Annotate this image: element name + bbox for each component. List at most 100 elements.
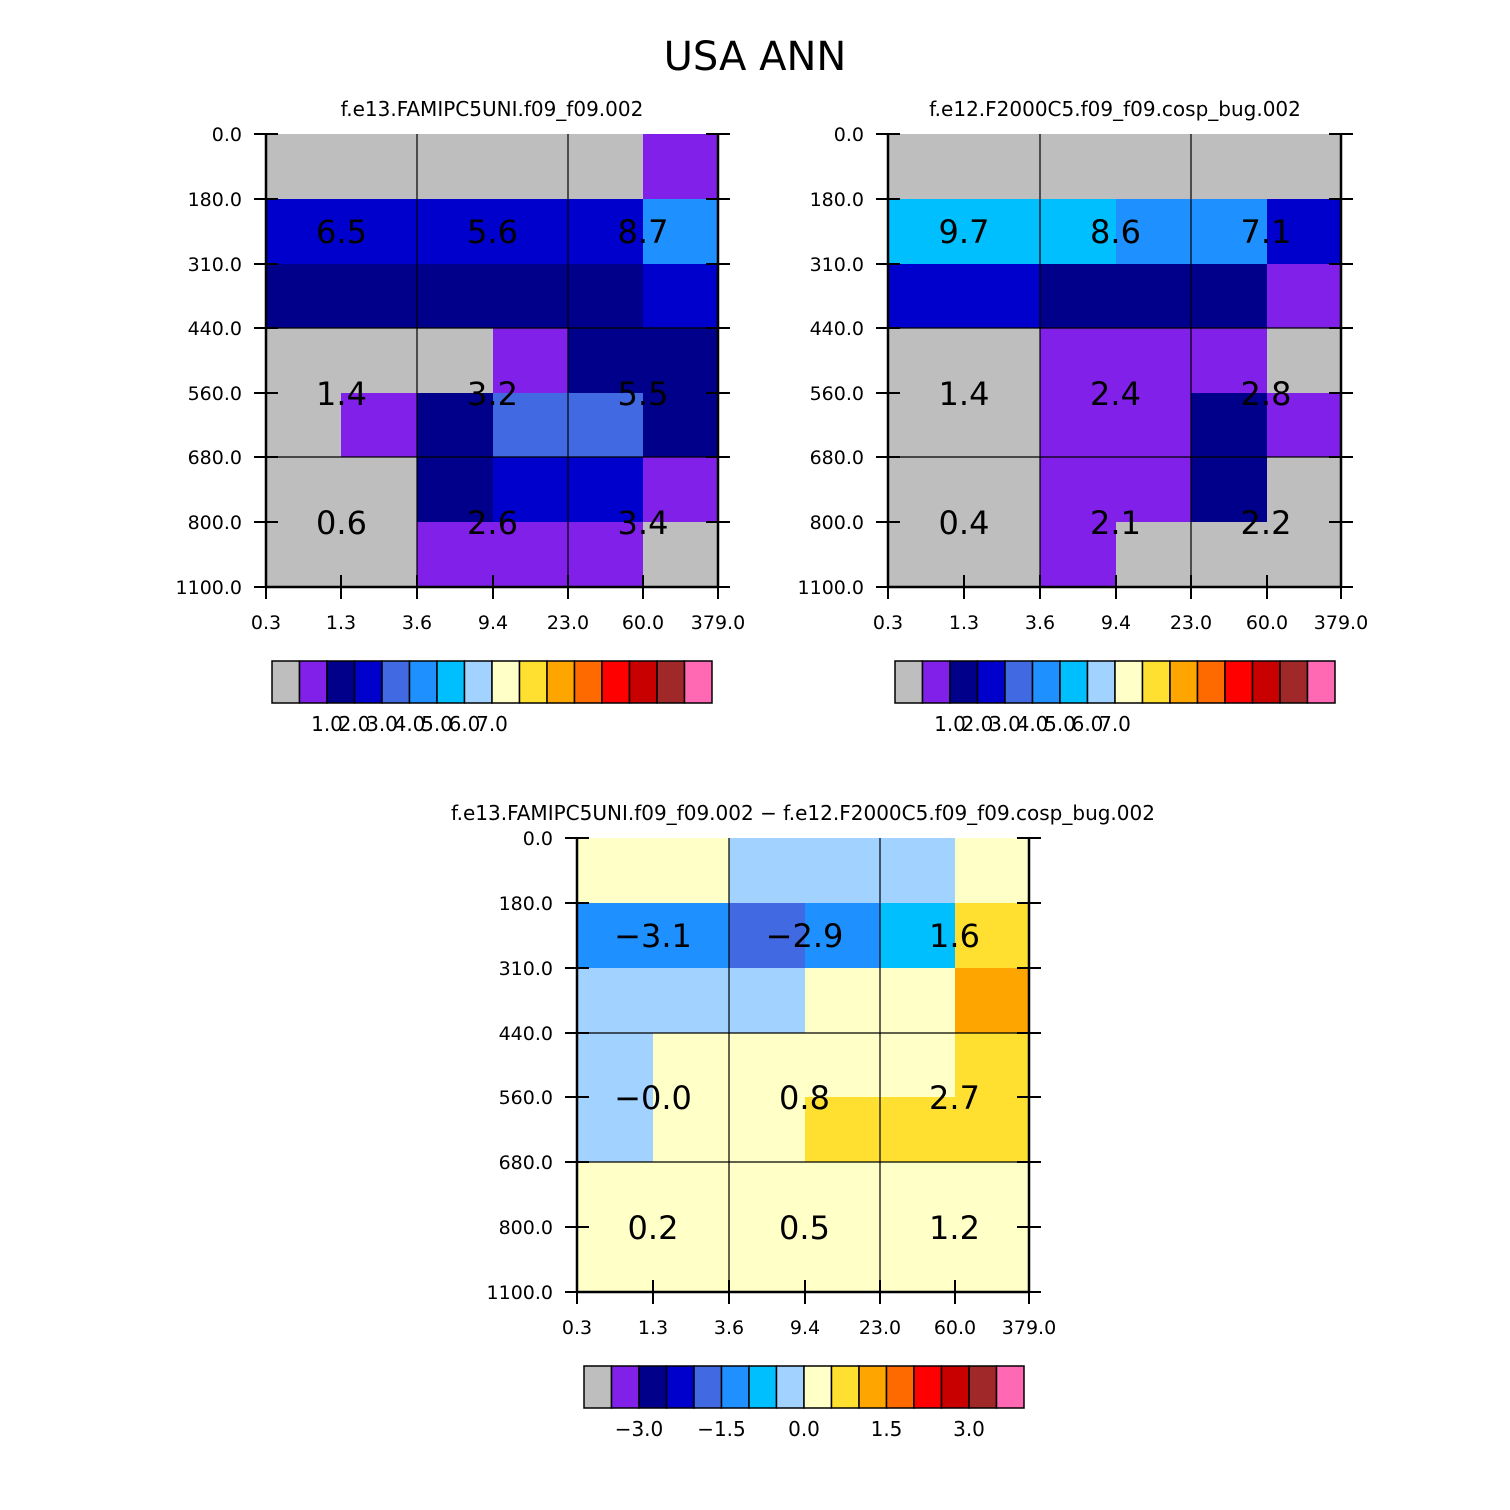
heatmap-cell bbox=[955, 903, 1030, 969]
heatmap-cell bbox=[955, 1162, 1030, 1228]
y-tick-label: 310.0 bbox=[188, 254, 242, 276]
heatmap-cell bbox=[1191, 264, 1268, 329]
x-tick-label: 1.3 bbox=[949, 612, 979, 634]
heatmap-cell bbox=[729, 1097, 806, 1163]
heatmap-cell bbox=[266, 199, 342, 265]
heatmap-cell bbox=[1116, 522, 1192, 588]
y-tick-label: 0.0 bbox=[834, 124, 864, 146]
heatmap-cell bbox=[729, 1033, 806, 1098]
legend-swatch bbox=[940, 1365, 970, 1409]
panel-title: f.e12.F2000C5.f09_f09.cosp_bug.002 bbox=[929, 97, 1301, 121]
heatmap-cell bbox=[1191, 457, 1268, 523]
legend-label: 7.0 bbox=[1099, 712, 1131, 736]
heatmap-cell bbox=[955, 1033, 1030, 1098]
heatmap-cell bbox=[266, 264, 342, 329]
heatmap-cell bbox=[1267, 393, 1342, 458]
heatmap-cell bbox=[1267, 199, 1342, 265]
x-tick-label: 1.3 bbox=[326, 612, 356, 634]
box-value-label: −3.1 bbox=[614, 917, 692, 955]
heatmap-cell bbox=[1267, 134, 1342, 200]
legend-swatch bbox=[1224, 660, 1254, 704]
legend-label: 7.0 bbox=[476, 712, 508, 736]
heatmap-cell bbox=[805, 903, 881, 969]
heatmap-cell bbox=[880, 1162, 956, 1228]
heatmap-panel-obs: f.e12.F2000C5.f09_f09.cosp_bug.002 0.0 180… bbox=[798, 97, 1369, 736]
legend-label: 2.0 bbox=[339, 712, 371, 736]
heatmap-cell bbox=[568, 264, 644, 329]
legend-label: 2.0 bbox=[962, 712, 994, 736]
heatmap-cell bbox=[1040, 134, 1117, 200]
legend-swatch bbox=[353, 660, 383, 704]
legend-swatch bbox=[573, 660, 603, 704]
panel-title: f.e13.FAMIPC5UNI.f09_f09.002 bbox=[341, 97, 644, 121]
heatmap-cell bbox=[266, 522, 342, 588]
legend-swatch bbox=[381, 660, 411, 704]
heatmap-cell bbox=[417, 522, 494, 588]
heatmap-cell bbox=[729, 968, 806, 1034]
heatmap-cell bbox=[266, 328, 342, 394]
heatmap-cell bbox=[1116, 264, 1192, 329]
heatmap-cell bbox=[653, 968, 730, 1034]
legend-swatch bbox=[656, 660, 686, 704]
heatmap-cell bbox=[417, 393, 494, 458]
heatmap-cell bbox=[577, 968, 654, 1034]
x-tick-label: 9.4 bbox=[1101, 612, 1131, 634]
heatmap-cell bbox=[888, 393, 965, 458]
heatmap-cell bbox=[964, 457, 1041, 523]
legend-swatch bbox=[1059, 660, 1089, 704]
heatmap-cell bbox=[888, 134, 965, 200]
x-tick-label: 23.0 bbox=[859, 1317, 901, 1339]
y-tick-label: 680.0 bbox=[810, 447, 864, 469]
y-tick-label: 1100.0 bbox=[798, 577, 864, 599]
heatmap-cell bbox=[1116, 393, 1192, 458]
heatmap-cell bbox=[643, 199, 719, 265]
heatmap-cell bbox=[1267, 328, 1342, 394]
heatmap-cell bbox=[1267, 522, 1342, 588]
box-value-label: 2.1 bbox=[1090, 504, 1141, 542]
heatmap-cell bbox=[888, 199, 965, 265]
y-tick-label: 310.0 bbox=[810, 254, 864, 276]
x-tick-label: 60.0 bbox=[1246, 612, 1288, 634]
heatmap-cell bbox=[266, 457, 342, 523]
heatmap-cell bbox=[1116, 199, 1192, 265]
y-tick-label: 800.0 bbox=[499, 1217, 553, 1239]
x-tick-label: 3.6 bbox=[714, 1317, 744, 1339]
x-tick-label: 0.3 bbox=[873, 612, 903, 634]
box-value-label: 2.8 bbox=[1241, 375, 1292, 413]
legend-swatch bbox=[748, 1365, 778, 1409]
x-tick-label: 1.3 bbox=[638, 1317, 668, 1339]
heatmap-cell bbox=[341, 199, 418, 265]
legend-swatch bbox=[1004, 660, 1034, 704]
heatmap-cell bbox=[880, 1227, 956, 1293]
heatmap-cell bbox=[964, 264, 1041, 329]
heatmap-cell bbox=[1116, 457, 1192, 523]
legend-swatch bbox=[1086, 660, 1116, 704]
legend-label: 0.0 bbox=[788, 1417, 820, 1441]
box-value-label: 0.2 bbox=[628, 1209, 679, 1247]
heatmap-cell bbox=[653, 1097, 730, 1163]
heatmap-cell bbox=[1040, 522, 1117, 588]
y-tick-label: 0.0 bbox=[523, 828, 553, 850]
heatmap-cell bbox=[1040, 199, 1117, 265]
legend-swatch bbox=[408, 660, 438, 704]
heatmap-cell bbox=[568, 328, 644, 394]
legend-swatch bbox=[298, 660, 328, 704]
legend-label: −1.5 bbox=[697, 1417, 746, 1441]
legend-swatch bbox=[436, 660, 466, 704]
heatmap-cell bbox=[653, 838, 730, 904]
heatmap-cell bbox=[888, 457, 965, 523]
box-value-label: 8.6 bbox=[1090, 213, 1141, 251]
x-tick-label: 0.3 bbox=[562, 1317, 592, 1339]
figure-title: USA ANN bbox=[664, 34, 847, 80]
legend-label: 5.0 bbox=[421, 712, 453, 736]
heatmap-cell bbox=[643, 264, 719, 329]
legend-swatch bbox=[1114, 660, 1144, 704]
legend-swatch bbox=[1251, 660, 1281, 704]
box-value-label: −0.0 bbox=[614, 1079, 692, 1117]
heatmap-cell bbox=[805, 1033, 881, 1098]
heatmap-cell bbox=[577, 1097, 654, 1163]
heatmap-cell bbox=[341, 393, 418, 458]
legend-label: 1.5 bbox=[871, 1417, 903, 1441]
legend-swatch bbox=[601, 660, 631, 704]
